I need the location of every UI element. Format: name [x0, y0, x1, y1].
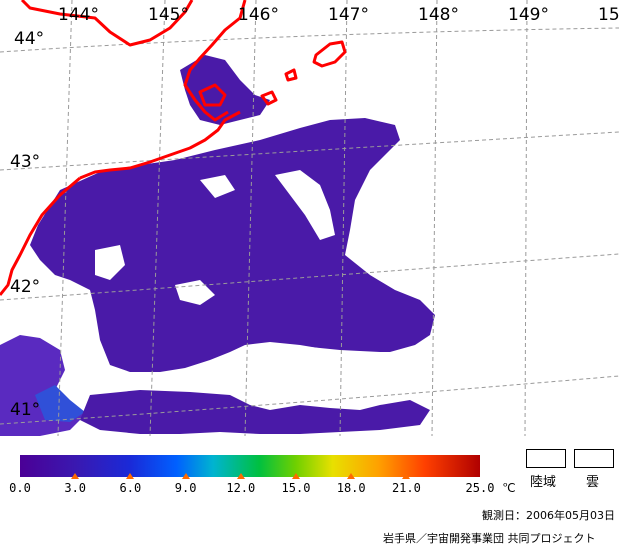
lon-label-149: 149°: [508, 5, 549, 25]
colorbar-tick-mark: [126, 473, 135, 479]
shikotan-island: [284, 68, 298, 82]
coastline: [0, 0, 347, 296]
cloud-patch: [275, 170, 335, 240]
colorbar-tick-label: 12.0: [226, 481, 256, 495]
sst-data-layer: [0, 55, 435, 436]
colorbar-tick-label: 6.0: [119, 481, 142, 495]
lat-label-42: 42°: [10, 277, 40, 297]
colorbar-tick-mark: [292, 473, 300, 479]
land-legend-label: 陸域: [530, 475, 557, 490]
colorbar-tick-mark: [236, 473, 245, 479]
cloud-legend-swatch: [574, 449, 614, 468]
credit-text: 岩手県／宇宙開発事業団 共同プロジェクト: [383, 532, 596, 545]
colorbar-tick-label: 18.0: [336, 481, 366, 495]
colorbar-tick-label: 25.0: [465, 481, 495, 495]
latitude-labels: 44° 43° 42° 41°: [10, 29, 44, 420]
colorbar-tick-mark: [71, 473, 80, 479]
sst-region-south-band: [80, 390, 430, 434]
colorbar-tick-label: 0.0: [9, 481, 31, 495]
colorbar-tick-mark: [347, 473, 356, 479]
observation-date: 観測日：2006年05月03日: [482, 509, 615, 522]
lon-label-144: 144°: [58, 5, 99, 25]
colorbar-tick-label: 9.0: [174, 481, 197, 495]
temperature-colorbar: [20, 455, 480, 477]
lon-label-147: 147°: [328, 5, 369, 25]
cloud-patch: [220, 345, 410, 385]
cloud-legend-label: 雲: [586, 475, 600, 490]
lat-lon-grid: [0, 0, 619, 436]
cloud-patch: [200, 175, 235, 198]
lon-label-148: 148°: [418, 5, 459, 25]
kunashiri-island: [198, 83, 227, 107]
colorbar-tick-mark: [402, 473, 411, 479]
lat-label-43: 43°: [10, 152, 40, 172]
lon-label-150: 15: [598, 5, 619, 25]
sst-region-main: [30, 118, 435, 372]
lat-label-41: 41°: [10, 400, 40, 420]
shiretoko-peninsula: [183, 0, 247, 122]
lat-label-44: 44°: [14, 29, 44, 49]
habomai-islands: [260, 90, 278, 106]
cloud-patch: [95, 245, 125, 280]
etorofu-island: [312, 40, 347, 68]
sea-surface-temperature-map: 144° 145° 146° 147° 148° 149° 15 44° 43°…: [0, 0, 619, 436]
land-legend-swatch: [526, 449, 566, 468]
nemuro-coast: [79, 110, 241, 180]
temperature-unit: ℃: [502, 481, 516, 495]
colorbar-tick-mark: [181, 473, 190, 479]
colorbar-tick-label: 21.0: [391, 481, 421, 495]
hokkaido-coast-north: [20, 0, 194, 47]
colorbar-tick-label: 3.0: [64, 481, 87, 495]
hokkaido-coast-south: [0, 176, 81, 296]
colorbar-tick-label: 15.0: [281, 481, 311, 495]
lon-label-146: 146°: [238, 5, 279, 25]
sst-region-blue-patch: [35, 385, 85, 422]
lon-label-145: 145°: [148, 5, 189, 25]
longitude-labels: 144° 145° 146° 147° 148° 149° 15: [58, 5, 619, 25]
